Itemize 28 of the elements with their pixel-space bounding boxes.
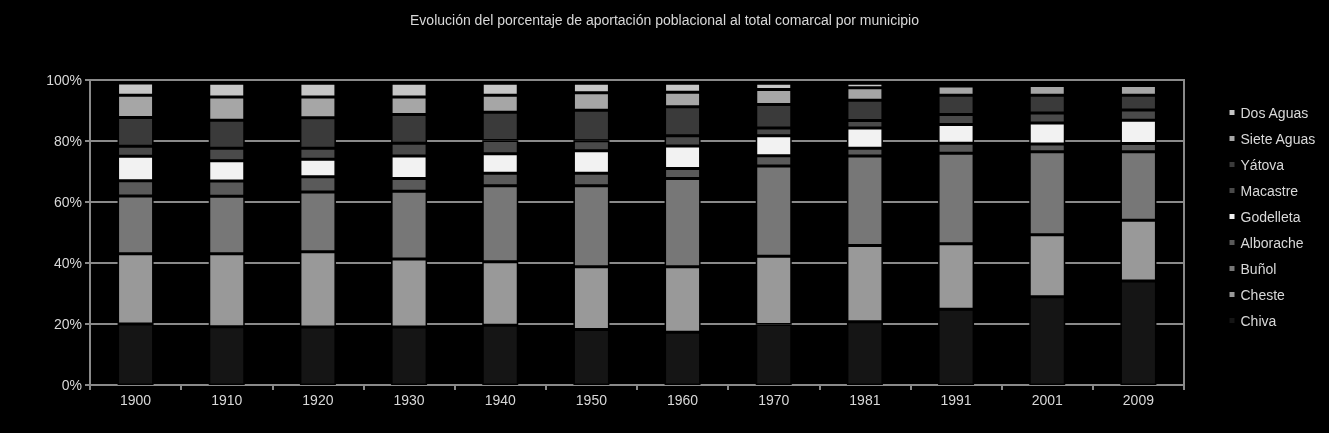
x-tick-label: 1930 <box>393 392 425 408</box>
x-tick-label: 1970 <box>758 392 790 408</box>
y-tick-label: 80% <box>53 133 82 149</box>
legend-label: Dos Aguas <box>1240 104 1309 121</box>
y-tick-label: 60% <box>53 194 82 210</box>
legend-label: Alborache <box>1240 234 1304 251</box>
y-tick-label: 20% <box>53 316 82 332</box>
x-tick-label: 2001 <box>1031 392 1064 408</box>
x-tick-label: 1900 <box>120 392 152 408</box>
legend-label: Cheste <box>1240 286 1286 303</box>
x-tick-label: 1950 <box>575 392 608 408</box>
x-tick-label: 1981 <box>849 392 881 408</box>
chart-title: Evolución del porcentaje de aportación poblacional al total comarcal por municipio <box>410 12 920 28</box>
y-tick-label: 40% <box>53 255 82 271</box>
legend-label: Godelleta <box>1240 208 1301 225</box>
x-tick-label: 1910 <box>211 392 243 408</box>
legend-label: Buñol <box>1240 260 1277 277</box>
legend-label: Chiva <box>1240 312 1277 329</box>
legend-label: Siete Aguas <box>1240 130 1316 147</box>
legend-label: Yátova <box>1240 156 1285 173</box>
x-tick-label: 1940 <box>484 392 517 408</box>
y-tick-label: 0% <box>61 377 82 393</box>
y-tick-label: 100% <box>46 72 82 88</box>
x-tick-label: 1960 <box>667 392 699 408</box>
x-tick-label: 1991 <box>940 392 972 408</box>
x-tick-label: 2009 <box>1122 392 1155 408</box>
legend-label: Macastre <box>1240 182 1299 199</box>
x-tick-label: 1920 <box>302 392 334 408</box>
